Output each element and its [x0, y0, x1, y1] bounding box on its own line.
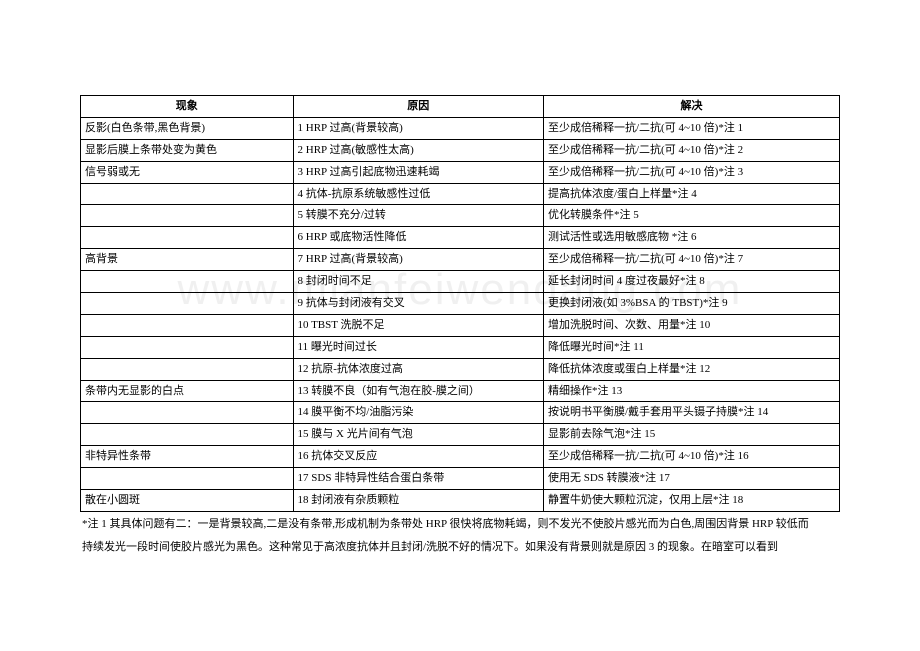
table-cell: 高背景	[81, 249, 294, 271]
table-cell: 至少成倍稀释一抗/二抗(可 4~10 倍)*注 2	[543, 139, 839, 161]
table-row: 14 膜平衡不均/油脂污染按说明书平衡膜/戴手套用平头镊子持膜*注 14	[81, 402, 840, 424]
table-row: 显影后膜上条带处变为黄色2 HRP 过高(敏感性太高)至少成倍稀释一抗/二抗(可…	[81, 139, 840, 161]
table-row: 11 曝光时间过长降低曝光时间*注 11	[81, 336, 840, 358]
table-row: 非特异性条带16 抗体交叉反应至少成倍稀释一抗/二抗(可 4~10 倍)*注 1…	[81, 446, 840, 468]
table-cell: 散在小圆斑	[81, 490, 294, 512]
table-cell: 显影后膜上条带处变为黄色	[81, 139, 294, 161]
table-cell: 使用无 SDS 转膜液*注 17	[543, 468, 839, 490]
table-cell: 至少成倍稀释一抗/二抗(可 4~10 倍)*注 1	[543, 117, 839, 139]
table-cell: 1 HRP 过高(背景较高)	[293, 117, 543, 139]
table-header-row: 现象 原因 解决	[81, 96, 840, 118]
table-cell: 条带内无显影的白点	[81, 380, 294, 402]
table-row: 反影(白色条带,黑色背景)1 HRP 过高(背景较高)至少成倍稀释一抗/二抗(可…	[81, 117, 840, 139]
table-cell	[81, 271, 294, 293]
table-cell: 3 HRP 过高引起底物迅速耗竭	[293, 161, 543, 183]
table-row: 散在小圆斑18 封闭液有杂质颗粒静置牛奶使大颗粒沉淀，仅用上层*注 18	[81, 490, 840, 512]
table-row: 10 TBST 洗脱不足增加洗脱时间、次数、用量*注 10	[81, 314, 840, 336]
table-cell: 4 抗体-抗原系统敏感性过低	[293, 183, 543, 205]
table-row: 4 抗体-抗原系统敏感性过低提高抗体浓度/蛋白上样量*注 4	[81, 183, 840, 205]
table-cell: 增加洗脱时间、次数、用量*注 10	[543, 314, 839, 336]
table-cell: 7 HRP 过高(背景较高)	[293, 249, 543, 271]
table-cell: 16 抗体交叉反应	[293, 446, 543, 468]
table-row: 17 SDS 非特异性结合蛋白条带使用无 SDS 转膜液*注 17	[81, 468, 840, 490]
table-cell: 10 TBST 洗脱不足	[293, 314, 543, 336]
table-row: 条带内无显影的白点13 转膜不良（如有气泡在胶-膜之间）精细操作*注 13	[81, 380, 840, 402]
footnote-line-1: *注 1 其具体问题有二：一是背景较高,二是没有条带,形成机制为条带处 HRP …	[80, 512, 840, 535]
table-cell: 非特异性条带	[81, 446, 294, 468]
table-cell: 降低抗体浓度或蛋白上样量*注 12	[543, 358, 839, 380]
table-cell: 更换封闭液(如 3%BSA 的 TBST)*注 9	[543, 293, 839, 315]
table-cell: 8 封闭时间不足	[293, 271, 543, 293]
table-cell: 反影(白色条带,黑色背景)	[81, 117, 294, 139]
table-cell: 显影前去除气泡*注 15	[543, 424, 839, 446]
table-cell: 17 SDS 非特异性结合蛋白条带	[293, 468, 543, 490]
footnote-line-2: 持续发光一段时间使胶片感光为黑色。这种常见于高浓度抗体并且封闭/洗脱不好的情况下…	[80, 535, 840, 558]
table-cell	[81, 314, 294, 336]
table-cell: 2 HRP 过高(敏感性太高)	[293, 139, 543, 161]
table-cell: 至少成倍稀释一抗/二抗(可 4~10 倍)*注 3	[543, 161, 839, 183]
table-row: 5 转膜不充分/过转优化转膜条件*注 5	[81, 205, 840, 227]
table-cell: 11 曝光时间过长	[293, 336, 543, 358]
table-cell	[81, 336, 294, 358]
table-cell	[81, 402, 294, 424]
table-cell: 提高抗体浓度/蛋白上样量*注 4	[543, 183, 839, 205]
header-cause: 原因	[293, 96, 543, 118]
table-row: 12 抗原-抗体浓度过高降低抗体浓度或蛋白上样量*注 12	[81, 358, 840, 380]
table-cell: 降低曝光时间*注 11	[543, 336, 839, 358]
troubleshooting-table: 现象 原因 解决 反影(白色条带,黑色背景)1 HRP 过高(背景较高)至少成倍…	[80, 95, 840, 512]
table-body: 反影(白色条带,黑色背景)1 HRP 过高(背景较高)至少成倍稀释一抗/二抗(可…	[81, 117, 840, 511]
table-cell: 精细操作*注 13	[543, 380, 839, 402]
table-row: 高背景7 HRP 过高(背景较高)至少成倍稀释一抗/二抗(可 4~10 倍)*注…	[81, 249, 840, 271]
table-cell	[81, 468, 294, 490]
table-cell: 14 膜平衡不均/油脂污染	[293, 402, 543, 424]
table-cell	[81, 183, 294, 205]
table-row: 8 封闭时间不足延长封闭时间 4 度过夜最好*注 8	[81, 271, 840, 293]
table-cell: 延长封闭时间 4 度过夜最好*注 8	[543, 271, 839, 293]
table-cell: 13 转膜不良（如有气泡在胶-膜之间）	[293, 380, 543, 402]
table-cell: 静置牛奶使大颗粒沉淀，仅用上层*注 18	[543, 490, 839, 512]
table-cell	[81, 227, 294, 249]
header-phenomenon: 现象	[81, 96, 294, 118]
table-row: 6 HRP 或底物活性降低测试活性或选用敏感底物 *注 6	[81, 227, 840, 249]
table-cell: 12 抗原-抗体浓度过高	[293, 358, 543, 380]
page-container: 现象 原因 解决 反影(白色条带,黑色背景)1 HRP 过高(背景较高)至少成倍…	[0, 0, 920, 558]
table-cell: 15 膜与 X 光片间有气泡	[293, 424, 543, 446]
table-cell: 6 HRP 或底物活性降低	[293, 227, 543, 249]
table-cell: 至少成倍稀释一抗/二抗(可 4~10 倍)*注 16	[543, 446, 839, 468]
table-cell	[81, 205, 294, 227]
table-cell: 至少成倍稀释一抗/二抗(可 4~10 倍)*注 7	[543, 249, 839, 271]
table-cell	[81, 293, 294, 315]
table-row: 信号弱或无3 HRP 过高引起底物迅速耗竭至少成倍稀释一抗/二抗(可 4~10 …	[81, 161, 840, 183]
table-cell: 优化转膜条件*注 5	[543, 205, 839, 227]
table-cell: 测试活性或选用敏感底物 *注 6	[543, 227, 839, 249]
table-row: 15 膜与 X 光片间有气泡显影前去除气泡*注 15	[81, 424, 840, 446]
table-cell	[81, 424, 294, 446]
table-cell: 信号弱或无	[81, 161, 294, 183]
table-cell	[81, 358, 294, 380]
table-cell: 按说明书平衡膜/戴手套用平头镊子持膜*注 14	[543, 402, 839, 424]
header-solution: 解决	[543, 96, 839, 118]
table-row: 9 抗体与封闭液有交叉更换封闭液(如 3%BSA 的 TBST)*注 9	[81, 293, 840, 315]
table-cell: 18 封闭液有杂质颗粒	[293, 490, 543, 512]
table-cell: 5 转膜不充分/过转	[293, 205, 543, 227]
table-cell: 9 抗体与封闭液有交叉	[293, 293, 543, 315]
